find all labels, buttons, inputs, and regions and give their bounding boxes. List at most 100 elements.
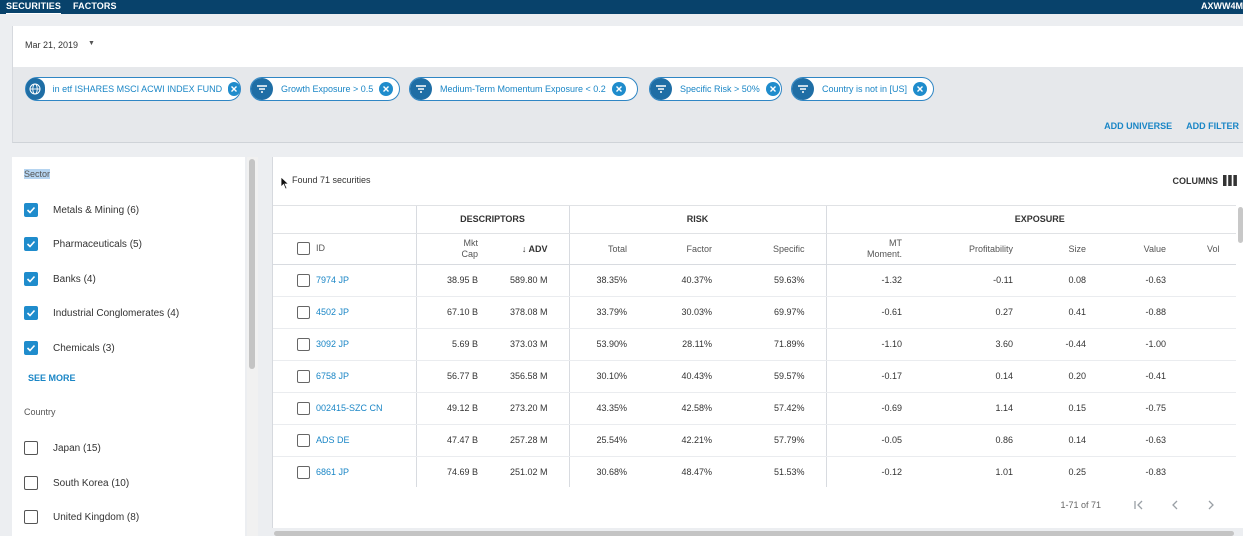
cell-id: ADS DE: [273, 424, 416, 457]
header-profitability[interactable]: Profitability: [928, 233, 1038, 265]
cell-profitability: 0.27: [928, 296, 1038, 329]
cell-id: 002415-SZC CN: [273, 392, 416, 425]
security-link[interactable]: ADS DE: [316, 434, 350, 445]
next-page-icon[interactable]: [1193, 499, 1229, 511]
cell-adv: 251.02 M: [480, 456, 570, 487]
nav-factors[interactable]: FACTORS: [73, 1, 117, 11]
close-icon[interactable]: [379, 82, 394, 96]
table-row[interactable]: 6861 JP 74.69 B 251.02 M 30.68% 48.47% 5…: [273, 456, 1236, 487]
row-checkbox[interactable]: [297, 273, 310, 287]
checkbox[interactable]: [24, 272, 38, 286]
previous-page-icon[interactable]: [1157, 499, 1193, 511]
row-checkbox[interactable]: [297, 337, 310, 351]
sector-label: Banks (4): [53, 273, 96, 285]
cell-id: 6758 JP: [273, 360, 416, 393]
cell-value: -0.41: [1110, 360, 1191, 393]
nav-securities[interactable]: SECURITIES: [6, 0, 62, 14]
row-checkbox[interactable]: [297, 433, 310, 447]
row-checkbox[interactable]: [297, 401, 310, 415]
close-icon[interactable]: [765, 82, 780, 96]
security-link[interactable]: 3092 JP: [316, 338, 350, 349]
cell-specific-risk: 69.97%: [722, 296, 827, 329]
cell-mkt-cap: 38.95 B: [415, 264, 480, 297]
close-icon[interactable]: [913, 82, 928, 96]
add-filter-button[interactable]: ADD FILTER: [1186, 121, 1239, 131]
table-row[interactable]: 7974 JP 38.95 B 589.80 M 38.35% 40.37% 5…: [273, 264, 1236, 297]
column-header-row: ID Mkt Cap ↓ ADV Total Factor Specific M…: [273, 233, 1236, 265]
cell-size: 0.20: [1037, 360, 1111, 393]
sector-option[interactable]: Pharmaceuticals (5): [24, 237, 142, 251]
header-mt-momentum[interactable]: MT Moment.: [825, 233, 929, 265]
header-factor[interactable]: Factor: [637, 233, 723, 265]
checkbox[interactable]: [24, 441, 38, 455]
cell-id: 4502 JP: [273, 296, 416, 329]
country-option[interactable]: United Kingdom (8): [24, 510, 139, 524]
row-checkbox[interactable]: [297, 369, 310, 383]
checkbox[interactable]: [24, 510, 38, 524]
select-all-checkbox[interactable]: [297, 242, 310, 255]
user-account[interactable]: AXWW4M: [1201, 1, 1243, 11]
sector-option[interactable]: Chemicals (3): [24, 341, 115, 355]
country-option[interactable]: South Korea (10): [24, 476, 129, 490]
table-row[interactable]: ADS DE 47.47 B 257.28 M 25.54% 42.21% 57…: [273, 424, 1236, 457]
horizontal-scrollbar[interactable]: [274, 531, 1234, 536]
sector-label: Metals & Mining (6): [53, 204, 140, 216]
date-selector[interactable]: Mar 21, 2019: [25, 40, 79, 50]
top-nav: SECURITIES FACTORS: [6, 0, 117, 14]
security-link[interactable]: 6758 JP: [316, 370, 350, 381]
chevron-down-icon[interactable]: ▼: [88, 40, 95, 47]
security-link[interactable]: 7974 JP: [316, 274, 350, 285]
header-size[interactable]: Size: [1037, 233, 1111, 265]
see-more-link[interactable]: SEE MORE: [28, 373, 76, 383]
columns-button[interactable]: COLUMNS: [1173, 175, 1238, 186]
header-mt-line1: MT: [889, 237, 903, 248]
checkbox[interactable]: [24, 476, 38, 490]
header-specific[interactable]: Specific: [722, 233, 827, 265]
security-link[interactable]: 4502 JP: [316, 306, 350, 317]
table-row[interactable]: 002415-SZC CN 49.12 B 273.20 M 43.35% 42…: [273, 392, 1236, 425]
close-icon[interactable]: [228, 82, 240, 96]
cell-factor-risk: 40.37%: [637, 264, 723, 297]
filter-chip-country[interactable]: Country is not in [US]: [791, 77, 934, 101]
add-universe-button[interactable]: ADD UNIVERSE: [1104, 121, 1173, 131]
security-link[interactable]: 002415-SZC CN: [316, 402, 383, 413]
filter-chip-momentum[interactable]: Medium-Term Momentum Exposure < 0.2: [409, 77, 638, 101]
checkbox[interactable]: [24, 306, 38, 320]
filter-chip-growth[interactable]: Growth Exposure > 0.5: [250, 77, 400, 101]
header-value[interactable]: Value: [1110, 233, 1191, 265]
filter-chip-label: Growth Exposure > 0.5: [281, 84, 374, 94]
header-mkt-cap[interactable]: Mkt Cap: [415, 233, 480, 265]
filter-chip-specific-risk[interactable]: Specific Risk > 50%: [649, 77, 782, 101]
table-scrollbar[interactable]: [1237, 205, 1243, 487]
cell-mkt-cap: 47.47 B: [415, 424, 480, 457]
sector-label: Industrial Conglomerates (4): [53, 307, 180, 319]
checkbox[interactable]: [24, 237, 38, 251]
header-id[interactable]: ID: [273, 233, 416, 265]
filter-chip-universe[interactable]: in etf ISHARES MSCI ACWI INDEX FUND: [25, 77, 241, 101]
table-row[interactable]: 6758 JP 56.77 B 356.58 M 30.10% 40.43% 5…: [273, 360, 1236, 393]
table-row[interactable]: 4502 JP 67.10 B 378.08 M 33.79% 30.03% 6…: [273, 296, 1236, 329]
close-icon[interactable]: [611, 82, 626, 96]
first-page-icon[interactable]: [1121, 499, 1157, 511]
table-row[interactable]: 3092 JP 5.69 B 373.03 M 53.90% 28.11% 71…: [273, 328, 1236, 361]
sidebar-scrollbar[interactable]: [247, 157, 258, 536]
cell-value: -0.83: [1110, 456, 1191, 487]
header-total[interactable]: Total: [568, 233, 638, 265]
row-checkbox[interactable]: [297, 305, 310, 319]
sector-option[interactable]: Metals & Mining (6): [24, 203, 139, 217]
sector-option[interactable]: Banks (4): [24, 272, 96, 286]
checkbox[interactable]: [24, 341, 38, 355]
sector-option[interactable]: Industrial Conglomerates (4): [24, 306, 179, 320]
country-option[interactable]: Japan (15): [24, 441, 101, 455]
scrollbar-thumb[interactable]: [249, 159, 255, 369]
cell-mt-momentum: -0.61: [825, 296, 929, 329]
filter-icon: [650, 78, 672, 100]
scrollbar-thumb[interactable]: [1238, 207, 1243, 243]
country-label: Japan (15): [53, 442, 101, 454]
security-link[interactable]: 6861 JP: [316, 466, 350, 477]
header-adv[interactable]: ↓ ADV: [480, 233, 570, 265]
checkbox[interactable]: [24, 203, 38, 217]
row-checkbox[interactable]: [297, 465, 310, 479]
page-range: 1-71 of 71: [1060, 500, 1101, 510]
header-vol[interactable]: Vol: [1190, 233, 1236, 265]
